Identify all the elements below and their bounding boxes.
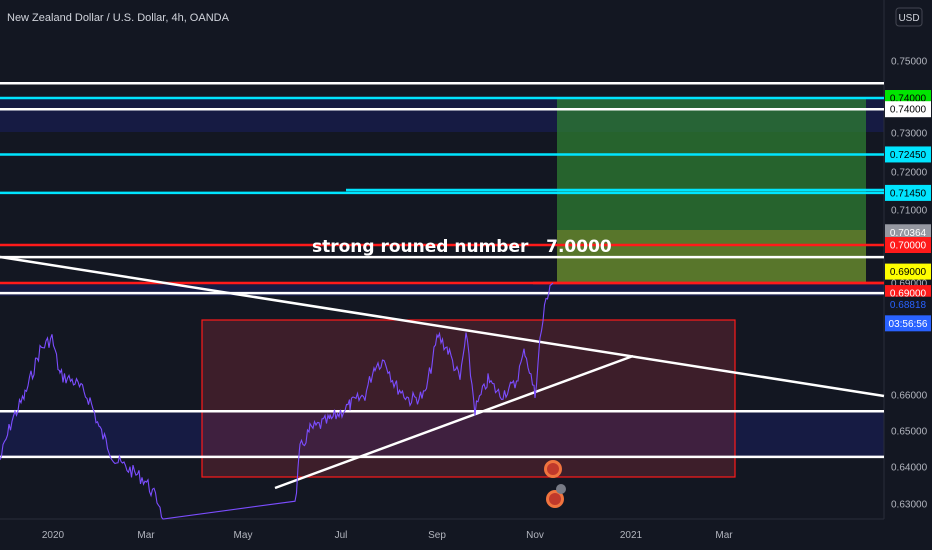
event-flag-icon-2-inner (549, 493, 561, 505)
x-tick-label-6: 2021 (620, 530, 643, 541)
y-tick-label-2: 0.73000 (891, 129, 928, 140)
y-tick-label-4: 0.71000 (891, 206, 928, 217)
price-tag-label-6: 0.69000 (890, 267, 927, 278)
price-tag-label-7: 0.69000 (890, 289, 927, 300)
price-tag-3 (885, 184, 931, 201)
x-tick-label-0: 2020 (42, 530, 65, 541)
price-tag-label-1: 0.74000 (890, 105, 927, 116)
descending-trendline[interactable] (0, 255, 885, 398)
price-tag-label-9: 03:56:56 (889, 319, 928, 330)
y-tick-label-9: 0.64000 (891, 463, 928, 474)
price-tag-6 (885, 263, 931, 280)
price-tag-label-3: 0.71450 (890, 188, 927, 199)
y-tick-label-7: 0.66000 (891, 391, 928, 402)
currency-label: USD (898, 13, 919, 24)
event-icon-us-1[interactable] (544, 460, 562, 478)
price-tag-label-5: 0.70000 (890, 241, 927, 252)
lower-blue-band (0, 412, 884, 458)
x-tick-label-5: Nov (526, 530, 544, 541)
price-tag-label-4: 0.70364 (890, 228, 927, 239)
event-flag-icon-inner (547, 463, 559, 475)
event-icon-us-2[interactable] (546, 484, 566, 508)
price-tag-1 (885, 101, 931, 118)
price-tag-label-2: 0.72450 (890, 150, 927, 161)
currency-button[interactable]: USD (895, 7, 923, 27)
price-tag-8 (885, 296, 931, 313)
ascending-trendline[interactable] (274, 354, 634, 490)
x-tick-label-2: May (234, 530, 253, 541)
time-axis-ticks: 2020 Mar May Jul Sep Nov 2021 Mar (42, 530, 733, 541)
price-tag-label-0: 0.74000 (890, 94, 927, 105)
x-tick-label-4: Sep (428, 530, 446, 541)
y-tick-label-0: 0.75000 (891, 57, 928, 68)
price-series-line (0, 282, 554, 520)
chart-title: New Zealand Dollar / U.S. Dollar, 4h, OA… (7, 12, 230, 24)
x-tick-label-7: Mar (715, 530, 733, 541)
time-axis-panel (0, 519, 932, 550)
x-tick-label-3: Jul (335, 530, 348, 541)
event-count-badge (556, 484, 566, 494)
x-tick-label-1: Mar (137, 530, 155, 541)
price-tag-4 (885, 224, 931, 241)
price-tag-2 (885, 146, 931, 163)
price-tag-5 (885, 237, 931, 253)
currency-button-box[interactable] (895, 7, 923, 27)
y-tick-label-6: 0.69000 (891, 279, 928, 290)
range-box (201, 319, 736, 478)
chart-annotation: strong rouned number 7.0000 (312, 237, 612, 257)
price-tag-label-8: 0.68818 (890, 300, 927, 311)
y-tick-label-10: 0.63000 (891, 500, 928, 511)
y-tick-label-8: 0.65000 (891, 427, 928, 438)
y-tick-label-3: 0.72000 (891, 168, 928, 179)
price-tag-9 (885, 315, 931, 332)
